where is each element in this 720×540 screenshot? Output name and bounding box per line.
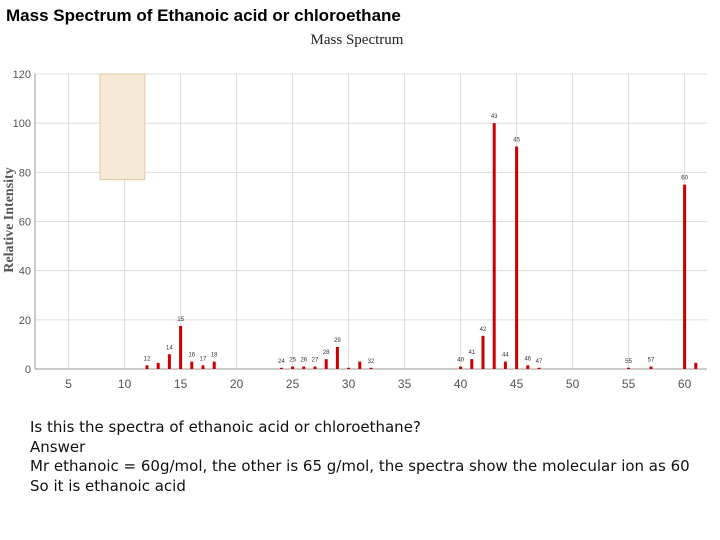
peak-bar xyxy=(358,361,362,369)
x-tick-label: 20 xyxy=(230,377,244,391)
peak-label: 42 xyxy=(480,327,487,333)
peak-bar xyxy=(190,361,194,369)
y-axis-label: Relative Intensity xyxy=(2,167,17,272)
peak-bar xyxy=(212,361,216,369)
x-tick-label: 55 xyxy=(622,377,636,391)
peak-label: 46 xyxy=(524,356,531,362)
peak-bar xyxy=(481,335,485,369)
peak-bar xyxy=(492,123,496,370)
peak-bar xyxy=(694,362,698,369)
peak-bar xyxy=(279,367,283,369)
peak-label: 57 xyxy=(648,358,655,364)
peak-bar xyxy=(156,362,160,369)
x-tick-label: 5 xyxy=(65,377,72,391)
answer-line-2: So it is ethanoic acid xyxy=(30,476,186,495)
peak-label: 43 xyxy=(491,114,498,120)
answer-line-1: Mr ethanoic = 60g/mol, the other is 65 g… xyxy=(30,457,690,475)
peak-bar xyxy=(302,366,306,369)
peak-label: 12 xyxy=(144,356,151,362)
peak-bar xyxy=(335,346,339,369)
peak-bar xyxy=(324,359,328,369)
peak-bars xyxy=(145,123,698,370)
peak-label: 32 xyxy=(368,359,375,365)
peak-label: 60 xyxy=(681,176,688,182)
peak-bar xyxy=(313,366,317,369)
peak-label: 47 xyxy=(536,359,543,365)
x-tick-label: 60 xyxy=(678,377,692,391)
peak-label: 16 xyxy=(188,353,195,359)
peak-label: 18 xyxy=(211,353,218,359)
peak-label: 40 xyxy=(457,358,464,364)
peak-label: 24 xyxy=(278,359,285,365)
peak-bar xyxy=(291,366,295,369)
peak-label: 25 xyxy=(289,358,296,364)
y-tick-label: 120 xyxy=(13,69,31,81)
peak-bar xyxy=(503,361,507,369)
peak-bar xyxy=(369,367,373,369)
x-tick-label: 40 xyxy=(454,377,468,391)
peak-label: 29 xyxy=(334,338,341,344)
y-tick-label: 80 xyxy=(19,167,31,179)
peak-bar xyxy=(537,367,541,369)
peak-label: 14 xyxy=(166,345,173,351)
y-tick-label: 0 xyxy=(25,364,31,376)
peak-bar xyxy=(470,359,474,369)
peak-bar xyxy=(167,354,171,369)
peak-label: 26 xyxy=(300,358,307,364)
peak-bar xyxy=(145,365,149,369)
peak-bar xyxy=(179,325,183,369)
peak-bar xyxy=(683,184,687,369)
y-tick-label: 60 xyxy=(19,217,31,229)
peak-label: 17 xyxy=(200,356,207,362)
peak-bar xyxy=(201,365,205,369)
y-tick-label: 40 xyxy=(19,266,31,278)
x-tick-label: 50 xyxy=(566,377,580,391)
x-tick-label: 15 xyxy=(174,377,188,391)
peak-labels: 12 14 15 16 17 18 24 25 26 27 28 29 32 40 41 42 43 44 45 46… xyxy=(144,114,689,365)
question-text: Is this the spectra of ethanoic acid or … xyxy=(30,418,421,436)
peak-bar xyxy=(649,366,653,369)
x-tick-label: 45 xyxy=(510,377,524,391)
peak-label: 44 xyxy=(502,353,509,359)
x-tick-label: 10 xyxy=(118,377,132,391)
peak-bar xyxy=(515,146,519,369)
highlight-rect xyxy=(99,73,146,181)
y-tick-label: 20 xyxy=(19,315,31,327)
peak-bar xyxy=(526,365,530,369)
peak-bar xyxy=(627,367,631,369)
highlight-region xyxy=(99,73,146,181)
question-answer-block: Is this the spectra of ethanoic acid or … xyxy=(30,418,690,496)
peak-label: 41 xyxy=(468,350,475,356)
x-tick-label: 35 xyxy=(398,377,412,391)
peak-label: 27 xyxy=(312,358,319,364)
peak-bar xyxy=(347,367,351,369)
peak-bar xyxy=(459,366,463,369)
page-title: Mass Spectrum of Ethanoic acid or chloro… xyxy=(6,6,401,25)
peak-label: 55 xyxy=(625,359,632,365)
mass-spectrum-chart: Mass Spectrum Relative Intensity 5 10 15 20… xyxy=(2,32,707,391)
x-tick-label: 30 xyxy=(342,377,356,391)
tick-labels: 5 10 15 20 25 30 35 40 45 50 55 60 0 20 40 60 80 100 120 xyxy=(13,69,692,391)
peak-label: 28 xyxy=(323,350,330,356)
y-tick-label: 100 xyxy=(13,118,31,130)
peak-label: 15 xyxy=(177,317,184,323)
answer-label: Answer xyxy=(30,437,86,456)
peak-label: 45 xyxy=(513,138,520,144)
chart-title: Mass Spectrum xyxy=(311,32,404,48)
x-tick-label: 25 xyxy=(286,377,300,391)
